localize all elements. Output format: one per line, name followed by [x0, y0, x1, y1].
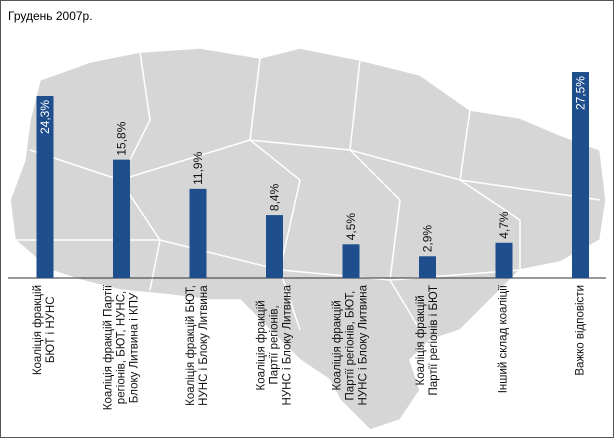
value-label: 24,3%	[38, 100, 52, 134]
value-label: 4,5%	[344, 213, 358, 241]
value-label: 2,9%	[421, 225, 435, 253]
value-label: 15,8%	[115, 121, 129, 155]
chart-title: Грудень 2007р.	[8, 9, 93, 23]
bar	[419, 256, 436, 278]
value-label: 8,4%	[268, 183, 282, 211]
value-label: 27,5%	[574, 76, 588, 110]
bar	[495, 242, 513, 278]
bar	[266, 215, 283, 278]
bar	[189, 188, 207, 278]
x-tick-label: Важко відповісти	[574, 285, 586, 376]
bar	[113, 159, 130, 278]
bar	[342, 244, 360, 278]
value-label: 11,9%	[191, 151, 205, 184]
x-tick-label: Коаліція фракцій Партії регіонів, БЮТ, Н…	[102, 285, 140, 411]
bar	[572, 72, 589, 279]
x-tick-label: Коаліція фракцій Партії регіонів і БЮТ	[414, 285, 440, 396]
x-tick-label: Коаліція фракцій Партії регіонів, НУНС і…	[255, 285, 293, 406]
bar	[36, 95, 54, 278]
x-tick-label: Інший склад коаліції	[497, 285, 510, 394]
x-tick-label: Коаліція фракцій БЮТ, НУНС і Блоку Литви…	[185, 285, 210, 406]
x-tick-label: Коаліція фракцій Партії регіонів, БЮТ, Н…	[331, 285, 370, 406]
value-label: 4,7%	[497, 211, 511, 239]
x-tick-label: Коаліція фракцій БЮТ і НУНС	[32, 285, 57, 376]
